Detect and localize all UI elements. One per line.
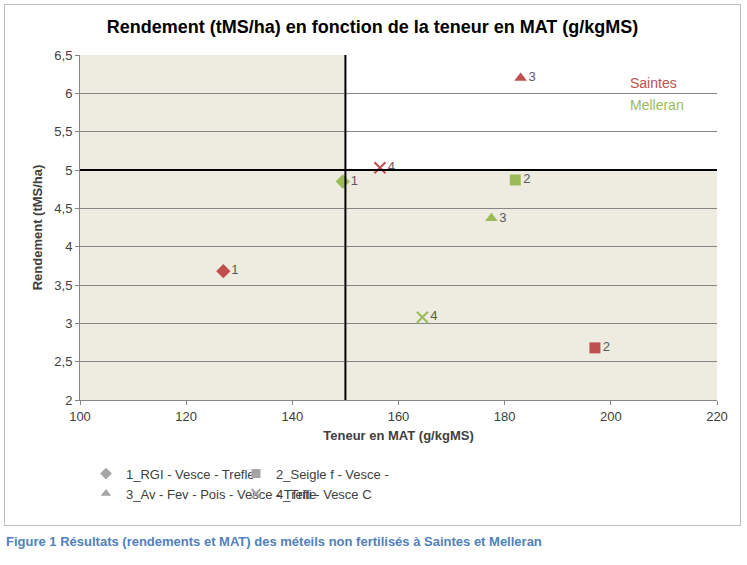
svg-text:Rendement (tMS/ha) en fonction: Rendement (tMS/ha) en fonction de la ten…	[107, 17, 639, 37]
svg-text:4: 4	[388, 159, 395, 174]
svg-text:2: 2	[603, 339, 610, 354]
svg-text:1_RGI - Vesce - Trefle: 1_RGI - Vesce - Trefle	[126, 467, 255, 482]
svg-text:100: 100	[69, 409, 91, 424]
svg-text:220: 220	[706, 409, 728, 424]
svg-text:140: 140	[281, 409, 303, 424]
svg-text:3: 3	[499, 210, 506, 225]
svg-text:180: 180	[494, 409, 516, 424]
svg-text:3_Av - Fev - Pois - Vesce - Tr: 3_Av - Fev - Pois - Vesce - Trefle	[126, 486, 317, 502]
svg-text:120: 120	[175, 409, 197, 424]
svg-text:2,5: 2,5	[54, 354, 72, 369]
svg-text:4,5: 4,5	[54, 201, 72, 216]
svg-text:4_Triti - Vesce C: 4_Triti - Vesce C	[276, 487, 372, 502]
svg-text:Melleran: Melleran	[630, 97, 684, 113]
svg-text:Saintes: Saintes	[630, 75, 677, 91]
html-text:Figure 1 Résultats (rendements: Figure 1 Résultats (rendements et MAT) d…	[6, 534, 542, 549]
svg-text:3: 3	[65, 316, 72, 331]
svg-text:Teneur en MAT (g/kgMS): Teneur en MAT (g/kgMS)	[323, 428, 473, 443]
svg-text:2: 2	[523, 171, 530, 186]
svg-text:2: 2	[65, 393, 72, 408]
svg-text:3,5: 3,5	[54, 278, 72, 293]
svg-text:5,5: 5,5	[54, 124, 72, 139]
svg-text:160: 160	[388, 409, 410, 424]
svg-text:1: 1	[231, 262, 238, 277]
svg-text:200: 200	[600, 409, 622, 424]
svg-text:2_Seigle f - Vesce - Trefle: 2_Seigle f - Vesce - Trefle	[276, 467, 391, 482]
svg-text:4: 4	[65, 239, 72, 254]
svg-text:1: 1	[351, 173, 358, 188]
svg-text:3: 3	[528, 69, 535, 84]
svg-text:5: 5	[65, 163, 72, 178]
svg-text:6,5: 6,5	[54, 48, 72, 63]
svg-text:4: 4	[430, 308, 437, 323]
svg-text:6: 6	[65, 86, 72, 101]
svg-text:Rendement (tMS/ha): Rendement (tMS/ha)	[30, 165, 45, 291]
